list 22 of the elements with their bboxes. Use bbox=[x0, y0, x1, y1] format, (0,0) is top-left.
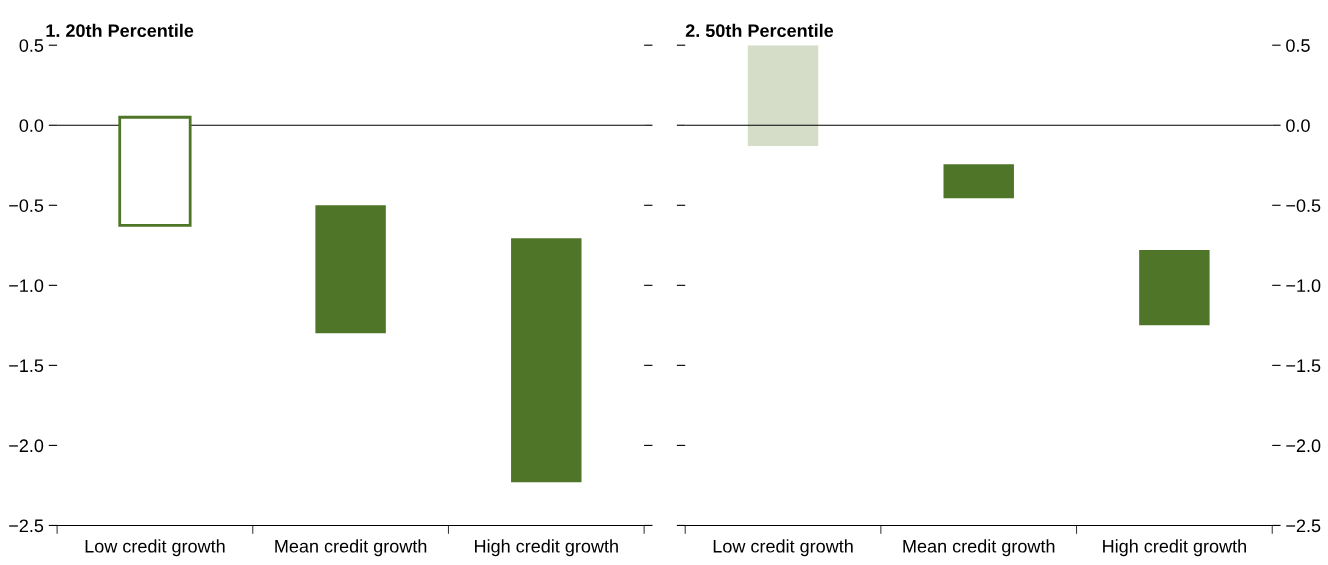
x-tick-label: Low credit growth bbox=[85, 539, 225, 557]
x-tick-label: High credit growth bbox=[475, 539, 618, 557]
x-tick-label: Low credit growth bbox=[713, 539, 853, 557]
y-tick-label: 0.5 bbox=[1286, 39, 1310, 52]
y-tick-label: −1.5 bbox=[9, 359, 44, 373]
chart-title: 2. 50th Percentile bbox=[685, 23, 834, 38]
x-tick-label: Mean credit growth bbox=[903, 539, 1055, 557]
y-tick-label: −1.0 bbox=[1286, 279, 1321, 293]
y-tick-label: −0.5 bbox=[1286, 199, 1321, 212]
y-tick-label: −2.0 bbox=[1286, 439, 1321, 453]
y-tick-label: −0.5 bbox=[9, 199, 44, 212]
y-tick-label: −2.5 bbox=[9, 519, 44, 533]
y-tick-label: 0.5 bbox=[19, 39, 44, 52]
y-tick-label: 0.0 bbox=[19, 119, 44, 132]
y-tick-label: 0.0 bbox=[1286, 119, 1310, 132]
y-tick-label: −2.0 bbox=[9, 439, 44, 453]
chart-title: 1. 20th Percentile bbox=[46, 23, 194, 38]
y-tick-label: −2.5 bbox=[1286, 519, 1321, 533]
y-tick-label: −1.5 bbox=[1286, 359, 1321, 373]
x-tick-label: High credit growth bbox=[1103, 539, 1246, 557]
x-tick-label: Mean credit growth bbox=[275, 539, 427, 557]
y-tick-label: −1.0 bbox=[9, 279, 44, 293]
